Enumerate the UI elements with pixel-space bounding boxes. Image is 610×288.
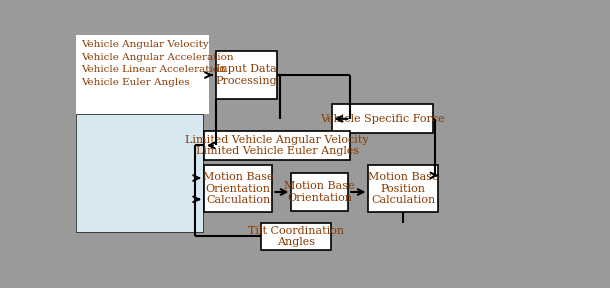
FancyBboxPatch shape [76, 114, 203, 232]
Text: Vehicle Angular Velocity
Vehicle Angular Acceleration
Vehicle Linear Acceleratio: Vehicle Angular Velocity Vehicle Angular… [81, 40, 234, 87]
FancyBboxPatch shape [204, 165, 273, 212]
FancyBboxPatch shape [204, 131, 351, 160]
Text: Limited Vehicle Angular Velocity
Limited Vehicle Euler Angles: Limited Vehicle Angular Velocity Limited… [185, 135, 369, 156]
FancyBboxPatch shape [292, 173, 348, 211]
Text: Vehicle Specific Force: Vehicle Specific Force [320, 114, 445, 124]
Text: Tilt Coordination
Angles: Tilt Coordination Angles [248, 226, 343, 247]
Text: Motion Base
Orientation
Calculation: Motion Base Orientation Calculation [203, 172, 273, 205]
FancyBboxPatch shape [76, 35, 209, 114]
FancyBboxPatch shape [216, 51, 277, 99]
Text: Motion Base
Position
Calculation: Motion Base Position Calculation [368, 172, 439, 205]
Text: Input Data
Processing: Input Data Processing [215, 64, 278, 86]
FancyBboxPatch shape [260, 223, 331, 250]
FancyBboxPatch shape [368, 165, 439, 212]
FancyBboxPatch shape [332, 105, 433, 133]
FancyBboxPatch shape [76, 114, 203, 232]
Text: Motion Base
Orientation: Motion Base Orientation [284, 181, 355, 203]
